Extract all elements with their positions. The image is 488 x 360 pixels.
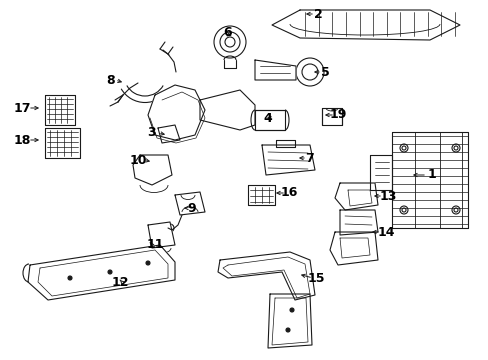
Polygon shape: [267, 294, 311, 348]
Polygon shape: [45, 95, 75, 125]
Circle shape: [224, 37, 235, 47]
Text: 8: 8: [106, 73, 115, 86]
Polygon shape: [175, 192, 204, 215]
Circle shape: [453, 208, 457, 212]
Text: 14: 14: [376, 225, 394, 238]
Text: 12: 12: [111, 275, 128, 288]
Circle shape: [165, 224, 174, 232]
Circle shape: [295, 58, 324, 86]
Circle shape: [289, 308, 293, 312]
Polygon shape: [321, 108, 341, 125]
Circle shape: [453, 146, 457, 150]
Circle shape: [451, 144, 459, 152]
Text: 4: 4: [263, 112, 272, 125]
Polygon shape: [391, 132, 467, 228]
Text: 9: 9: [187, 202, 196, 215]
Text: 13: 13: [379, 189, 396, 202]
Circle shape: [401, 208, 405, 212]
Polygon shape: [262, 145, 314, 175]
Polygon shape: [329, 232, 377, 265]
Polygon shape: [200, 90, 254, 130]
Text: 1: 1: [427, 168, 435, 181]
Text: 3: 3: [147, 126, 156, 139]
Text: 10: 10: [129, 153, 146, 166]
Polygon shape: [275, 140, 294, 147]
Circle shape: [214, 26, 245, 58]
Text: 5: 5: [320, 66, 329, 78]
Polygon shape: [347, 190, 371, 206]
Polygon shape: [218, 252, 314, 300]
Polygon shape: [148, 222, 175, 248]
Polygon shape: [334, 183, 377, 210]
Circle shape: [146, 261, 150, 265]
Text: 16: 16: [280, 186, 297, 199]
Polygon shape: [369, 155, 391, 190]
Polygon shape: [28, 245, 175, 300]
Circle shape: [399, 144, 407, 152]
Polygon shape: [254, 60, 295, 80]
Text: 15: 15: [306, 271, 324, 284]
Polygon shape: [339, 238, 369, 258]
Polygon shape: [45, 128, 80, 158]
Circle shape: [220, 32, 240, 52]
Polygon shape: [339, 210, 377, 235]
Polygon shape: [148, 85, 204, 140]
Polygon shape: [254, 110, 285, 130]
Circle shape: [68, 276, 72, 280]
Polygon shape: [133, 155, 172, 185]
Text: 18: 18: [13, 134, 31, 147]
Circle shape: [108, 270, 112, 274]
Polygon shape: [158, 125, 180, 143]
Polygon shape: [247, 185, 274, 205]
Text: 11: 11: [146, 238, 163, 252]
Text: 17: 17: [13, 102, 31, 114]
Text: 19: 19: [328, 108, 346, 122]
Circle shape: [302, 64, 317, 80]
Text: 2: 2: [313, 8, 322, 21]
Circle shape: [285, 328, 289, 332]
Text: 7: 7: [305, 152, 314, 165]
Circle shape: [451, 206, 459, 214]
Circle shape: [401, 146, 405, 150]
Polygon shape: [271, 10, 459, 40]
Circle shape: [399, 206, 407, 214]
Text: 6: 6: [223, 26, 232, 39]
